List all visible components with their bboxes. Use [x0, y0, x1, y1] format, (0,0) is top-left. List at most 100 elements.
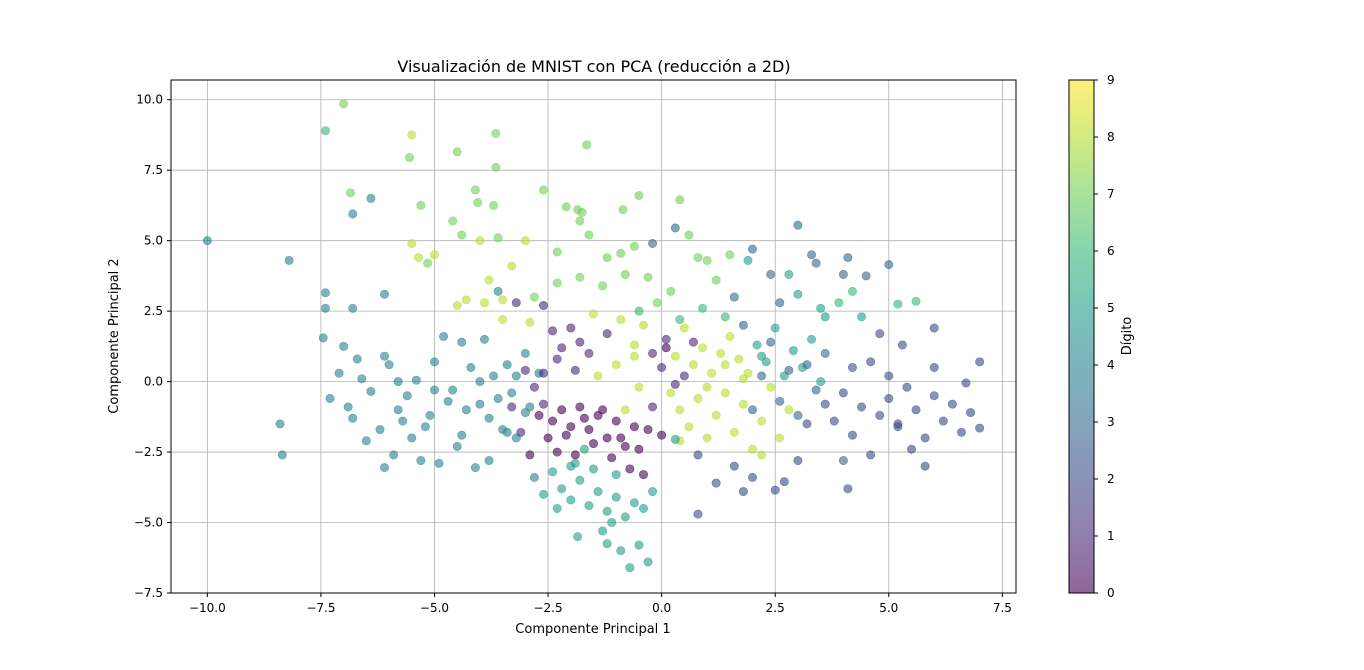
data-point [766, 269, 776, 279]
data-point [493, 233, 503, 243]
y-axis-ticks: −7.5 −5.0 −2.5 0.0 2.5 5.0 7.5 10.0 [134, 93, 171, 600]
data-point [748, 472, 758, 482]
data-point [793, 410, 803, 420]
data-point [539, 368, 549, 378]
data-point [793, 456, 803, 466]
data-point [693, 509, 703, 519]
data-point [582, 140, 592, 150]
data-point [520, 236, 530, 246]
data-point [579, 413, 589, 423]
data-point [548, 326, 558, 336]
data-point [784, 269, 794, 279]
data-point [770, 485, 780, 495]
data-point [661, 334, 671, 344]
data-point [748, 405, 758, 415]
data-point [566, 422, 576, 432]
data-point [543, 433, 553, 443]
data-point [575, 216, 585, 226]
data-point [475, 377, 485, 387]
data-point [920, 461, 930, 471]
x-tick-label: −5.0 [420, 601, 449, 615]
data-point [366, 386, 376, 396]
data-point [539, 489, 549, 499]
data-point [498, 315, 508, 325]
data-point [452, 300, 462, 310]
data-point [820, 348, 830, 358]
data-point [875, 410, 885, 420]
data-point [757, 371, 767, 381]
data-point [602, 506, 612, 516]
data-point [766, 337, 776, 347]
colorbar-tick-label: 6 [1107, 244, 1115, 258]
data-point [693, 450, 703, 460]
data-point [807, 334, 817, 344]
y-tick-label: 5.0 [144, 234, 163, 248]
data-point [679, 371, 689, 381]
data-point [457, 430, 467, 440]
y-tick-label: −2.5 [134, 445, 163, 459]
data-point [557, 484, 567, 494]
data-point [847, 286, 857, 296]
data-point [339, 99, 349, 109]
data-point [602, 253, 612, 263]
data-point [784, 405, 794, 415]
data-point [670, 351, 680, 361]
data-point [414, 253, 424, 263]
data-point [638, 320, 648, 330]
y-tick-label: −7.5 [134, 586, 163, 600]
data-point [439, 331, 449, 341]
data-point [657, 363, 667, 373]
data-point [652, 298, 662, 308]
data-point [811, 258, 821, 268]
data-point [407, 238, 417, 248]
data-point [588, 464, 598, 474]
data-point [423, 258, 433, 268]
data-point [884, 260, 894, 270]
data-point [616, 433, 626, 443]
data-point [629, 340, 639, 350]
data-point [348, 303, 358, 313]
data-point [693, 394, 703, 404]
data-point [734, 354, 744, 364]
data-point [675, 405, 685, 415]
colorbar-tick-label: 9 [1107, 73, 1115, 87]
data-point [961, 378, 971, 388]
data-point [634, 306, 644, 316]
data-point [757, 351, 767, 361]
data-point [738, 487, 748, 497]
data-point [593, 371, 603, 381]
data-point [711, 410, 721, 420]
data-point [775, 396, 785, 406]
x-tick-label: −7.5 [306, 601, 335, 615]
data-point [566, 495, 576, 505]
data-point [757, 450, 767, 460]
data-point [802, 360, 812, 370]
data-point [684, 230, 694, 240]
data-point [277, 450, 287, 460]
data-point [534, 410, 544, 420]
data-point [539, 185, 549, 195]
data-point [648, 238, 658, 248]
data-point [611, 492, 621, 502]
data-point [757, 416, 767, 426]
data-point [511, 298, 521, 308]
data-point [875, 329, 885, 339]
data-point [629, 422, 639, 432]
data-points [202, 99, 985, 573]
data-point [743, 255, 753, 265]
data-point [348, 209, 358, 219]
data-point [843, 484, 853, 494]
data-point [448, 385, 458, 395]
data-point [552, 278, 562, 288]
data-point [393, 377, 403, 387]
data-point [738, 399, 748, 409]
data-point [820, 312, 830, 322]
data-point [666, 286, 676, 296]
data-point [634, 540, 644, 550]
data-point [475, 236, 485, 246]
data-point [616, 248, 626, 258]
grid-lines [171, 80, 1016, 594]
colorbar-ticks: 0 1 2 3 4 5 6 7 8 9 [1094, 73, 1115, 600]
data-point [579, 444, 589, 454]
colorbar-tick-label: 8 [1107, 130, 1115, 144]
